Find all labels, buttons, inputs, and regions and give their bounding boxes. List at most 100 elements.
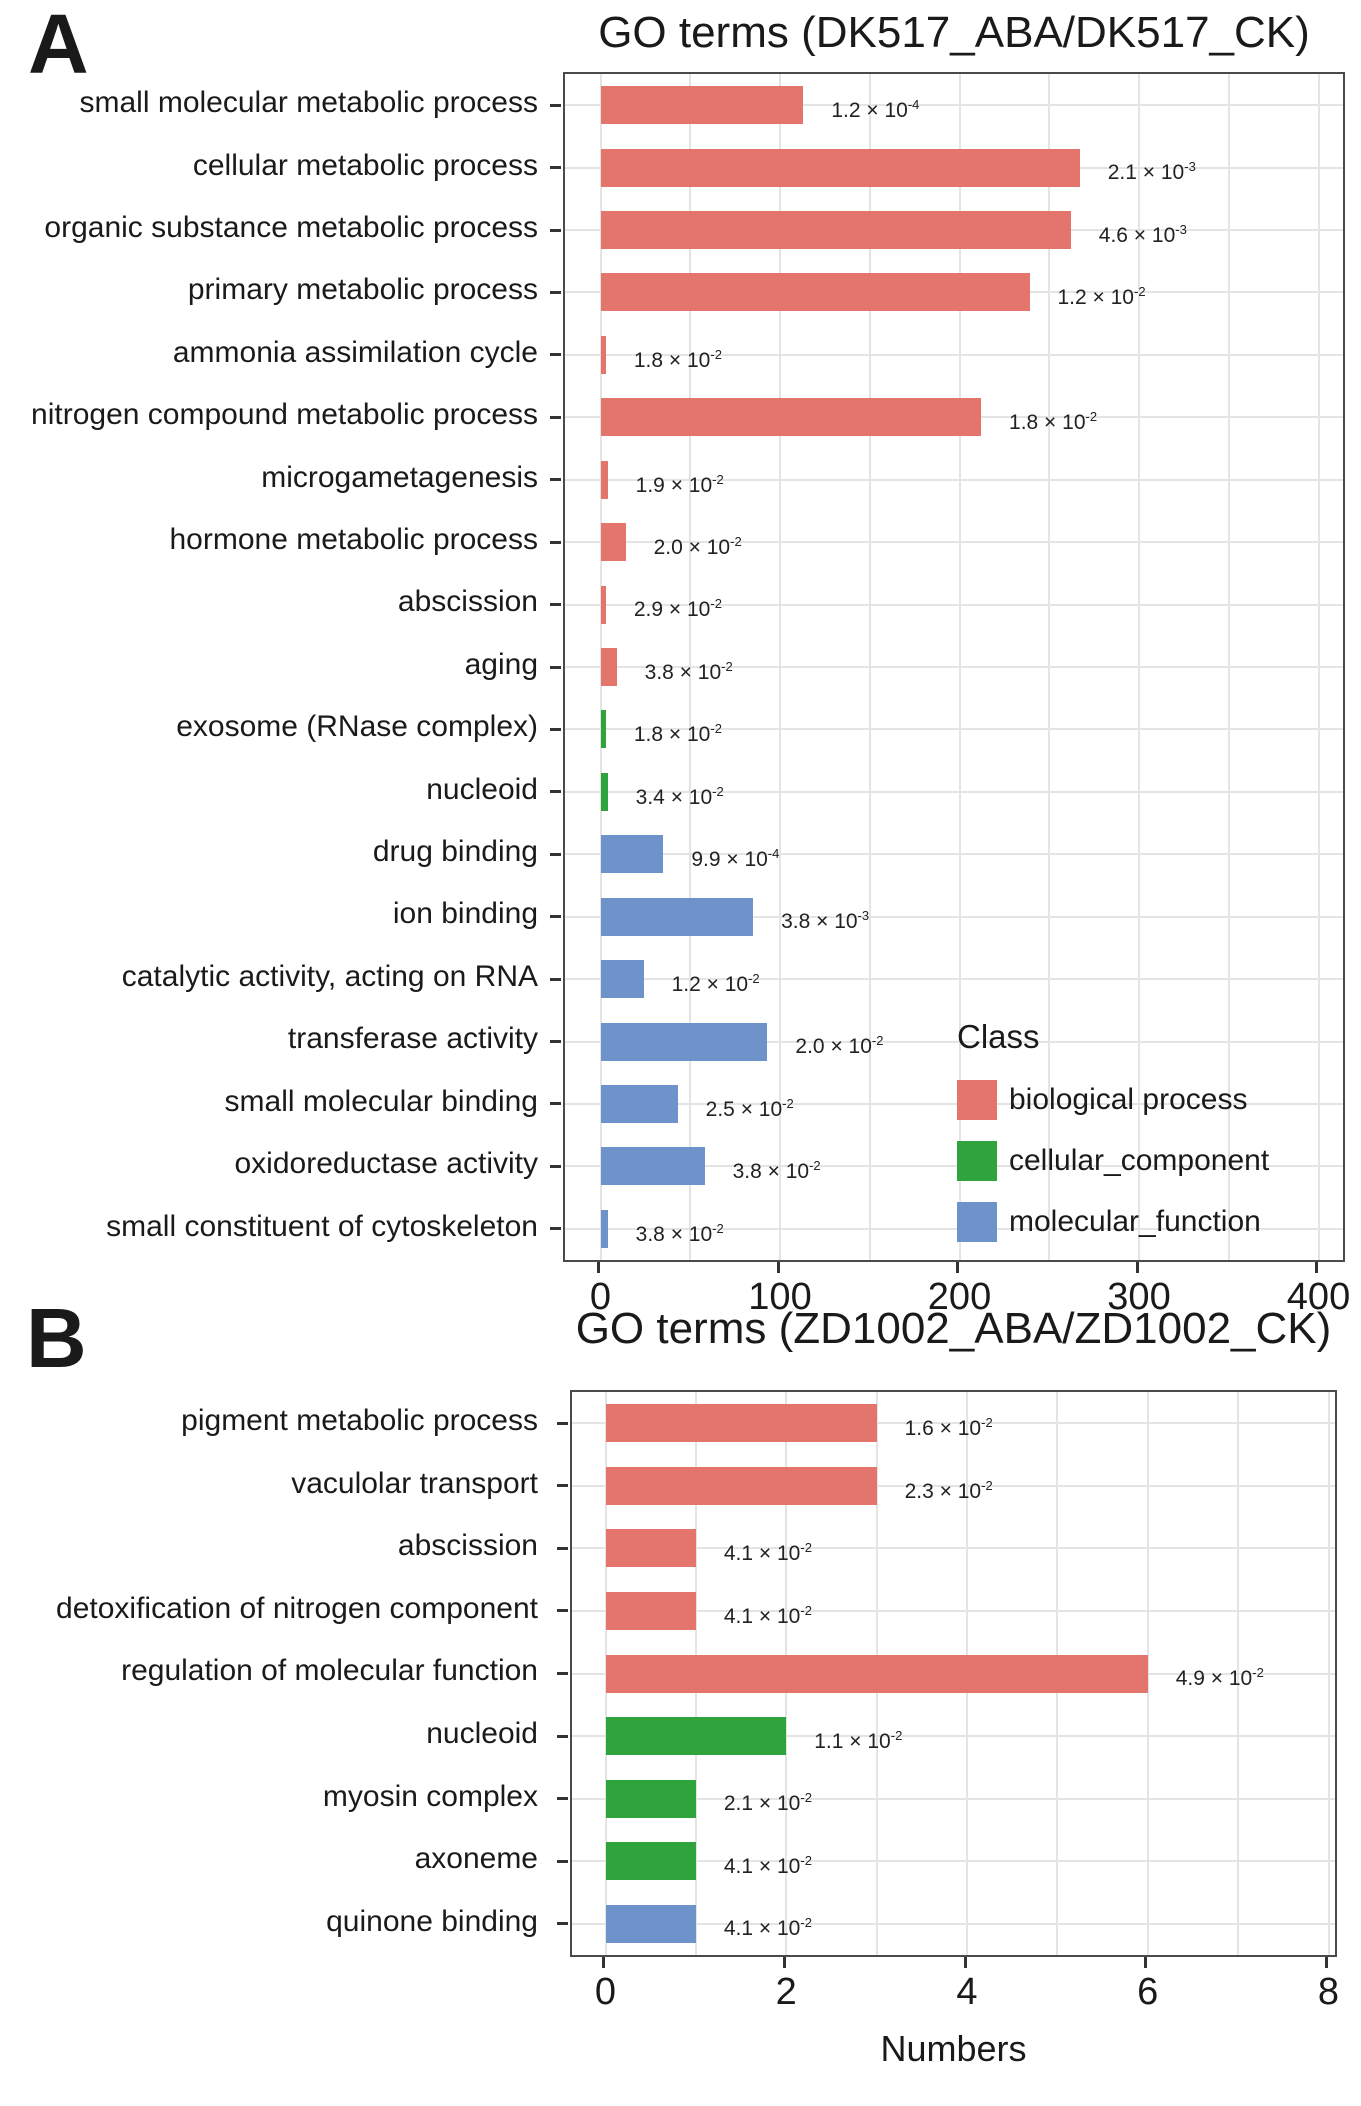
y-axis-label: ion binding — [392, 897, 538, 931]
x-tick-label: 300 — [1107, 1276, 1171, 1318]
chart-a-title: GO terms (DK517_ABA/DK517_CK) — [598, 8, 1310, 57]
gridline — [572, 1609, 1335, 1612]
y-axis-label: small molecular binding — [224, 1084, 538, 1118]
p-value-label: 4.1 × 10-2 — [723, 1915, 812, 1941]
y-tick — [550, 665, 561, 669]
y-tick — [550, 790, 561, 794]
y-tick — [550, 915, 561, 919]
gridline — [572, 1797, 1335, 1800]
bar — [600, 1147, 705, 1186]
p-value-label: 2.5 × 10-2 — [705, 1095, 794, 1121]
gridline — [565, 1040, 1343, 1043]
bar — [600, 1084, 678, 1123]
panel-a-letter: A — [28, 0, 89, 91]
p-value-label: 3.8 × 10-2 — [635, 1220, 724, 1246]
bar — [600, 648, 617, 686]
gridline — [565, 1165, 1343, 1168]
p-value-label: 3.8 × 10-2 — [732, 1158, 821, 1184]
x-tick — [956, 1262, 959, 1273]
p-value-label: 4.9 × 10-2 — [1175, 1665, 1264, 1691]
gridline — [565, 478, 1343, 481]
y-tick — [550, 353, 561, 357]
legend-swatch-molecular-function — [957, 1202, 997, 1242]
gridline — [572, 1860, 1335, 1863]
x-tick — [1135, 1262, 1139, 1273]
y-axis-label: myosin complex — [322, 1779, 538, 1813]
legend-item: cellular_component — [957, 1141, 1269, 1181]
panel-b-letter: B — [26, 1291, 87, 1385]
bar — [600, 460, 608, 499]
p-value-label: 1.2 × 10-4 — [831, 97, 920, 122]
x-tick-label: 8 — [1317, 1971, 1340, 2013]
x-tick — [602, 1957, 605, 1968]
bar — [600, 398, 982, 437]
bar — [600, 211, 1071, 250]
y-axis-label: pigment metabolic process — [181, 1404, 538, 1438]
y-tick — [557, 1546, 568, 1550]
y-axis-label: primary metabolic process — [187, 273, 538, 307]
p-value-label: 4.1 × 10-2 — [723, 1540, 812, 1566]
gridline — [565, 353, 1343, 356]
y-tick — [557, 1922, 568, 1926]
chart-b-x-axis: 0 2 4 6 8 — [570, 1957, 1340, 2027]
y-tick — [550, 103, 561, 107]
y-axis-label: detoxification of nitrogen component — [56, 1591, 538, 1625]
y-axis-label: ammonia assimilation cycle — [172, 335, 538, 369]
x-tick-label: 6 — [1137, 1971, 1159, 2013]
p-value-label: 9.9 × 10-4 — [691, 846, 780, 872]
gridline — [565, 915, 1343, 918]
p-value-label: 1.2 × 10-2 — [671, 970, 760, 996]
p-value-label: 2.9 × 10-2 — [633, 596, 722, 622]
gridline — [572, 1422, 1335, 1425]
bar — [600, 835, 664, 874]
p-value-label: 3.8 × 10-2 — [644, 658, 733, 684]
gridline — [565, 541, 1343, 544]
gridline — [572, 1547, 1335, 1550]
legend-swatch-biological-process — [957, 1080, 997, 1120]
legend: Class biological process cellular_compon… — [957, 1018, 1269, 1263]
chart-a-y-axis-labels: small molecular metabolic process cellula… — [0, 72, 548, 1262]
gridline — [572, 1735, 1335, 1738]
legend-item: molecular_function — [957, 1202, 1269, 1242]
bar — [600, 335, 606, 374]
x-tick — [963, 1957, 967, 1968]
p-value-label: 2.0 × 10-2 — [795, 1033, 884, 1059]
y-tick — [557, 1484, 568, 1488]
y-tick — [550, 977, 561, 981]
gridline — [565, 603, 1343, 606]
p-value-label: 3.8 × 10-3 — [781, 908, 870, 934]
bar — [600, 1209, 608, 1248]
p-value-label: 4.1 × 10-2 — [723, 1602, 812, 1628]
y-axis-label: nitrogen compound metabolic process — [31, 398, 538, 432]
legend-title: Class — [957, 1018, 1040, 1055]
chart-a-x-axis: 0 100 200 300 400 — [563, 1262, 1350, 1332]
gridline — [572, 1484, 1335, 1487]
y-tick — [557, 1609, 568, 1613]
gridline — [565, 790, 1343, 793]
y-tick — [557, 1734, 568, 1738]
y-axis-label: oxidoreductase activity — [234, 1147, 539, 1181]
p-value-label: 2.3 × 10-2 — [904, 1477, 993, 1503]
y-tick — [550, 603, 561, 607]
y-axis-label: transferase activity — [287, 1022, 538, 1056]
y-axis-label: cellular metabolic process — [192, 148, 538, 182]
y-axis-label: quinone binding — [326, 1904, 538, 1938]
y-axis-label: abscission — [397, 1529, 538, 1563]
y-tick — [557, 1859, 568, 1863]
bar — [605, 1717, 787, 1756]
bar — [605, 1842, 696, 1881]
chart-b-plot-panel: 1.6 × 10-2 2.3 × 10-2 4.1 × 10-2 4.1 × 10-2… — [557, 1390, 1337, 1957]
bar — [600, 772, 608, 811]
y-tick — [550, 852, 561, 856]
y-axis-label: vaculolar transport — [291, 1466, 538, 1500]
x-tick-label: 400 — [1286, 1276, 1351, 1318]
y-axis-label: nucleoid — [426, 772, 538, 806]
y-axis-label: small constituent of cytoskeleton — [106, 1209, 538, 1243]
x-tick — [782, 1957, 786, 1968]
chart-a-plot-panel: Class biological process cellular_compon… — [550, 72, 1345, 1263]
x-tick-label: 2 — [775, 1971, 797, 2013]
y-tick — [550, 166, 561, 170]
gridline — [565, 853, 1343, 856]
bar — [605, 1466, 877, 1505]
chart-b-y-axis-labels: pigment metabolic process vaculolar trans… — [0, 1390, 548, 1957]
